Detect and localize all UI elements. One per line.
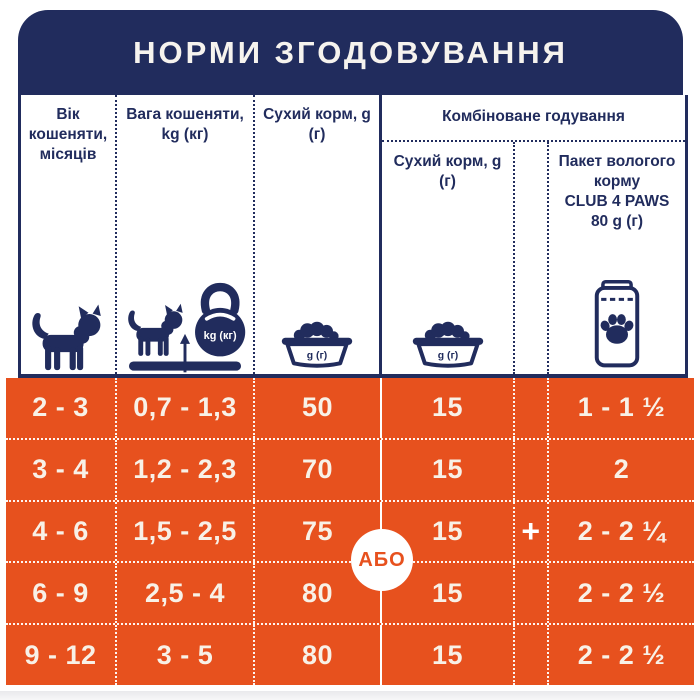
cell-weight: 2,5 - 4	[117, 563, 255, 624]
column-weight: Вага кошеняти, kg (кг)	[117, 95, 255, 374]
cell-age: 3 - 4	[6, 439, 117, 500]
col-header-wet: Пакет вологого корму CLUB 4 PAWS 80 g (г…	[558, 153, 676, 231]
combined-feeding-header: Комбіноване годування	[382, 95, 685, 142]
svg-text:g (г): g (г)	[307, 351, 327, 362]
column-age: Вік кошеняти, місяців	[21, 95, 117, 374]
cell-plus-spacer	[515, 625, 549, 685]
cell-dry: 70	[255, 439, 382, 500]
cell-combined-dry: 15	[382, 625, 515, 685]
paw-icon	[600, 314, 634, 344]
plus-sign: +	[515, 501, 549, 562]
cell-dry: 80	[255, 625, 382, 685]
or-badge: АБО	[351, 529, 413, 591]
column-wet-food: Пакет вологого корму CLUB 4 PAWS 80 g (г…	[549, 142, 685, 374]
svg-text:g (г): g (г)	[437, 351, 457, 362]
cat-icon	[21, 304, 115, 374]
column-dry-food: Сухий корм, g (г) g (г)	[255, 95, 382, 374]
cell-plus-spacer	[515, 439, 549, 500]
cell-age: 9 - 12	[6, 625, 117, 685]
cell-wet: 2 - 2 ½	[577, 577, 666, 608]
cell-plus-spacer	[515, 563, 549, 624]
cell-weight: 1,2 - 2,3	[117, 439, 255, 500]
cell-combined-dry: 15	[382, 378, 515, 438]
column-plus-spacer	[515, 142, 549, 374]
col-header-age: Вік кошеняти, місяців	[28, 106, 108, 164]
cell-wet: 2	[613, 454, 630, 485]
cell-age: 2 - 3	[6, 378, 117, 438]
cell-combined-dry: 15	[382, 501, 515, 562]
bottom-shadow	[0, 691, 700, 700]
cell-combined-dry: 15	[382, 563, 515, 624]
page-title: НОРМИ ЗГОДОВУВАННЯ	[133, 34, 568, 70]
kettlebell-icon: kg (кг)	[195, 282, 246, 357]
title-bar: НОРМИ ЗГОДОВУВАННЯ	[18, 10, 683, 95]
table-row: 6 - 9 2,5 - 4 80 15 2 - 2 ½	[6, 561, 694, 624]
combined-title-label: Комбіноване годування	[442, 108, 625, 126]
table-row: 2 - 3 0,7 - 1,3 50 15 1 - 1 ½	[6, 378, 694, 438]
combined-feeding-section: Комбіноване годування Сухий корм, g (г)	[382, 95, 685, 374]
combined-dry-food-bowl-icon: g (г)	[382, 319, 513, 374]
cell-plus-spacer	[515, 378, 549, 438]
table-row: 4 - 6 1,5 - 2,5 75 15 + 2 - 2 ¼	[6, 499, 694, 562]
column-combined-dry: Сухий корм, g (г)	[382, 142, 515, 374]
cell-dry: 80	[255, 563, 382, 624]
table-row: 3 - 4 1,2 - 2,3 70 15 2	[6, 437, 694, 500]
up-arrow-icon	[179, 333, 191, 373]
cell-weight: 3 - 5	[117, 625, 255, 685]
cell-combined-dry: 15	[382, 439, 515, 500]
svg-text:kg (кг): kg (кг)	[204, 330, 237, 342]
table-row: 9 - 12 3 - 5 80 15 2 - 2 ½	[6, 623, 694, 685]
table-body: 2 - 3 0,7 - 1,3 50 15 1 - 1 ½ 3 - 4 1,2 …	[6, 378, 694, 685]
table-header: Вік кошеняти, місяців Вага кошеняти, kg …	[18, 95, 688, 378]
col-header-combined-dry: Сухий корм, g (г)	[393, 153, 502, 191]
cell-wet: 2 - 2 ½	[577, 639, 666, 670]
wet-food-pouch-icon	[549, 280, 685, 368]
cell-wet: 1 - 1 ½	[577, 392, 666, 423]
cell-age: 6 - 9	[6, 563, 117, 624]
cell-weight: 0,7 - 1,3	[117, 378, 255, 438]
col-header-dry: Сухий корм, g (г)	[263, 106, 371, 144]
dry-food-bowl-icon: g (г)	[255, 319, 379, 374]
cell-weight: 1,5 - 2,5	[117, 501, 255, 562]
cell-age: 4 - 6	[6, 501, 117, 562]
col-header-weight: Вага кошеняти, kg (кг)	[126, 106, 244, 144]
cell-wet: 2 - 2 ¼	[577, 515, 666, 546]
cell-dry: 50	[255, 378, 382, 438]
weight-scale-icon: kg (кг)	[117, 282, 253, 374]
